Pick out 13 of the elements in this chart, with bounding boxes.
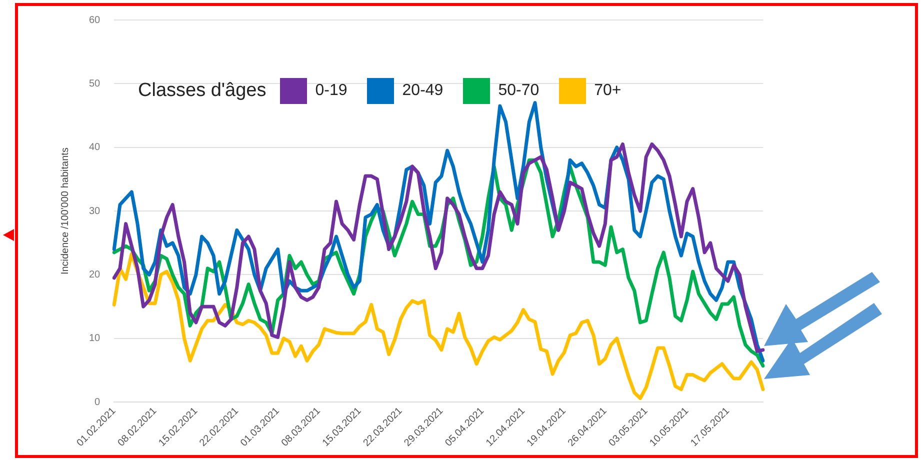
y-tick-label: 40: [89, 142, 101, 154]
y-tick-label: 60: [89, 14, 101, 26]
y-axis-title: Incidence /100'000 habitants: [60, 148, 71, 275]
y-tick-label: 20: [89, 270, 101, 280]
y-tick-label: 0: [94, 396, 101, 408]
y-tick-label: 50: [89, 78, 101, 90]
legend-label: 70+: [594, 82, 622, 100]
legend-label: 0-19: [315, 82, 348, 100]
legend-label: 50-70: [498, 82, 540, 100]
y-tick-label: 10: [89, 333, 101, 344]
y-tick-label: 30: [89, 206, 101, 217]
legend-label: 20-49: [402, 82, 444, 100]
legend-title: Classes d'âges: [138, 80, 266, 102]
